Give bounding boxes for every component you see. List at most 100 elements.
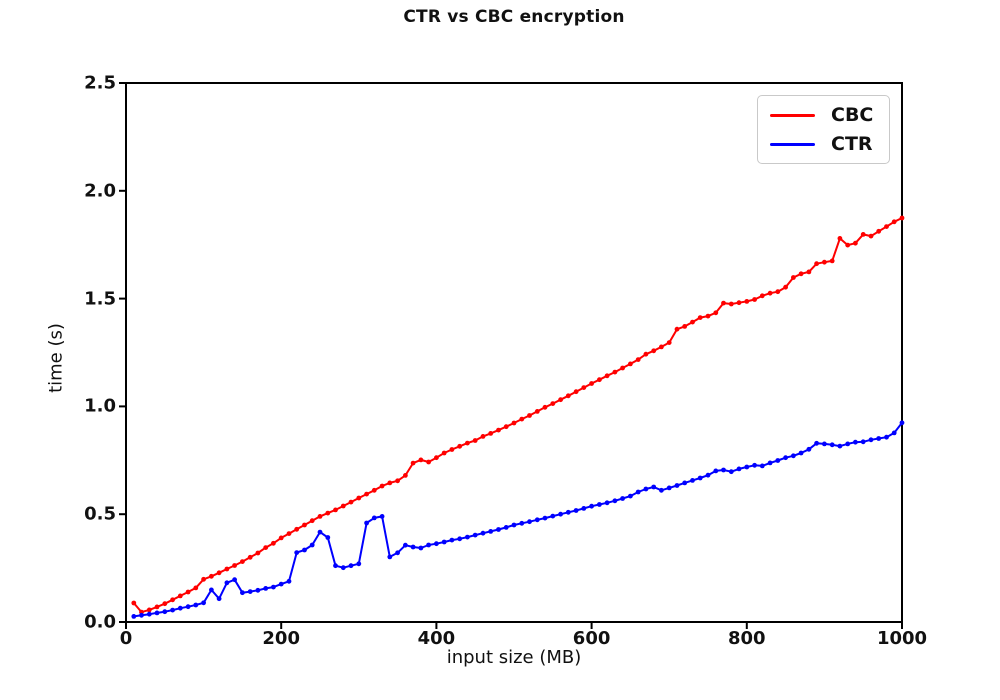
- data-point-ctr: [201, 600, 207, 606]
- data-point-cbc: [177, 593, 183, 599]
- data-point-cbc: [728, 301, 734, 307]
- data-point-cbc: [340, 503, 346, 509]
- data-point-ctr: [806, 446, 812, 452]
- data-point-cbc: [868, 233, 874, 239]
- data-point-ctr: [581, 506, 587, 511]
- data-point-cbc: [457, 443, 463, 449]
- y-tick-label: 1.5: [84, 288, 116, 310]
- data-point-cbc: [503, 424, 509, 430]
- data-point-ctr: [891, 430, 897, 436]
- data-point-cbc: [891, 219, 897, 225]
- legend-item-cbc: CBC: [770, 105, 889, 125]
- data-point-ctr: [814, 440, 819, 446]
- data-point-cbc: [410, 460, 416, 466]
- data-point-cbc: [550, 401, 556, 406]
- data-point-ctr: [511, 522, 517, 528]
- data-point-ctr: [146, 611, 152, 617]
- data-point-cbc: [736, 300, 742, 306]
- data-point-cbc: [170, 597, 176, 603]
- data-point-ctr: [643, 486, 649, 492]
- data-point-cbc: [628, 361, 633, 367]
- data-point-ctr: [829, 442, 835, 448]
- data-point-ctr: [503, 525, 509, 530]
- data-point-ctr: [309, 542, 315, 548]
- data-point-cbc: [527, 413, 532, 418]
- data-point-ctr: [565, 509, 571, 515]
- data-point-ctr: [271, 584, 276, 590]
- data-point-cbc: [604, 373, 610, 379]
- series-line-cbc: [133, 217, 903, 614]
- data-point-cbc: [651, 348, 657, 354]
- data-point-cbc: [232, 563, 238, 568]
- data-point-cbc: [441, 450, 447, 456]
- data-point-cbc: [364, 491, 369, 497]
- data-point-cbc: [418, 457, 424, 463]
- data-point-cbc: [697, 315, 703, 320]
- data-point-cbc: [775, 289, 781, 295]
- data-point-ctr: [340, 565, 346, 571]
- data-point-cbc: [511, 420, 517, 426]
- data-point-ctr: [635, 489, 641, 495]
- data-point-cbc: [519, 416, 525, 422]
- data-point-cbc: [643, 351, 649, 357]
- data-point-cbc: [845, 242, 851, 248]
- data-point-cbc: [822, 259, 827, 265]
- data-point-ctr: [759, 463, 765, 469]
- data-point-ctr: [728, 469, 734, 475]
- data-point-ctr: [472, 532, 478, 538]
- data-point-cbc: [403, 473, 408, 478]
- data-point-cbc: [146, 607, 152, 613]
- data-point-cbc: [480, 434, 486, 439]
- data-point-ctr: [853, 439, 858, 445]
- data-point-ctr: [620, 496, 625, 501]
- data-point-ctr: [550, 513, 556, 519]
- data-point-cbc: [876, 228, 882, 234]
- data-point-ctr: [177, 605, 183, 611]
- data-point-cbc: [534, 409, 540, 414]
- data-point-cbc: [573, 389, 579, 395]
- data-point-ctr: [682, 480, 688, 486]
- data-point-cbc: [682, 324, 688, 329]
- data-point-ctr: [209, 587, 214, 593]
- data-point-ctr: [379, 514, 385, 519]
- data-point-cbc: [302, 522, 307, 528]
- data-point-cbc: [620, 365, 625, 371]
- data-point-cbc: [791, 275, 796, 280]
- x-tick-label: 600: [572, 628, 611, 649]
- y-tick-label: 2.5: [84, 72, 116, 94]
- data-point-ctr: [542, 515, 548, 521]
- data-point-ctr: [480, 530, 486, 536]
- data-point-ctr: [139, 612, 144, 618]
- data-point-cbc: [271, 540, 276, 546]
- series-line-ctr: [133, 422, 903, 618]
- y-axis-label: time (s): [45, 323, 67, 393]
- data-point-cbc: [860, 232, 866, 237]
- data-point-cbc: [884, 224, 889, 230]
- data-point-cbc: [635, 357, 641, 362]
- data-point-cbc: [317, 514, 323, 519]
- data-point-cbc: [255, 550, 261, 556]
- data-point-cbc: [193, 585, 199, 591]
- data-point-ctr: [705, 472, 711, 478]
- data-point-cbc: [705, 313, 711, 319]
- data-point-ctr: [651, 484, 657, 490]
- data-point-cbc: [690, 319, 695, 325]
- data-point-ctr: [263, 586, 269, 591]
- data-point-ctr: [534, 517, 540, 523]
- data-point-cbc: [597, 377, 602, 383]
- data-point-ctr: [721, 467, 726, 473]
- data-point-ctr: [697, 475, 703, 481]
- legend-item-ctr: CTR: [770, 134, 889, 154]
- data-point-ctr: [589, 503, 594, 509]
- data-point-cbc: [333, 507, 338, 513]
- data-point-ctr: [434, 541, 439, 547]
- data-point-ctr: [736, 466, 742, 472]
- data-point-ctr: [154, 610, 160, 616]
- data-point-cbc: [767, 290, 773, 296]
- data-point-cbc: [263, 545, 269, 550]
- data-point-cbc: [589, 381, 594, 386]
- data-point-cbc: [558, 397, 563, 403]
- data-point-cbc: [348, 499, 354, 505]
- data-point-ctr: [775, 458, 781, 463]
